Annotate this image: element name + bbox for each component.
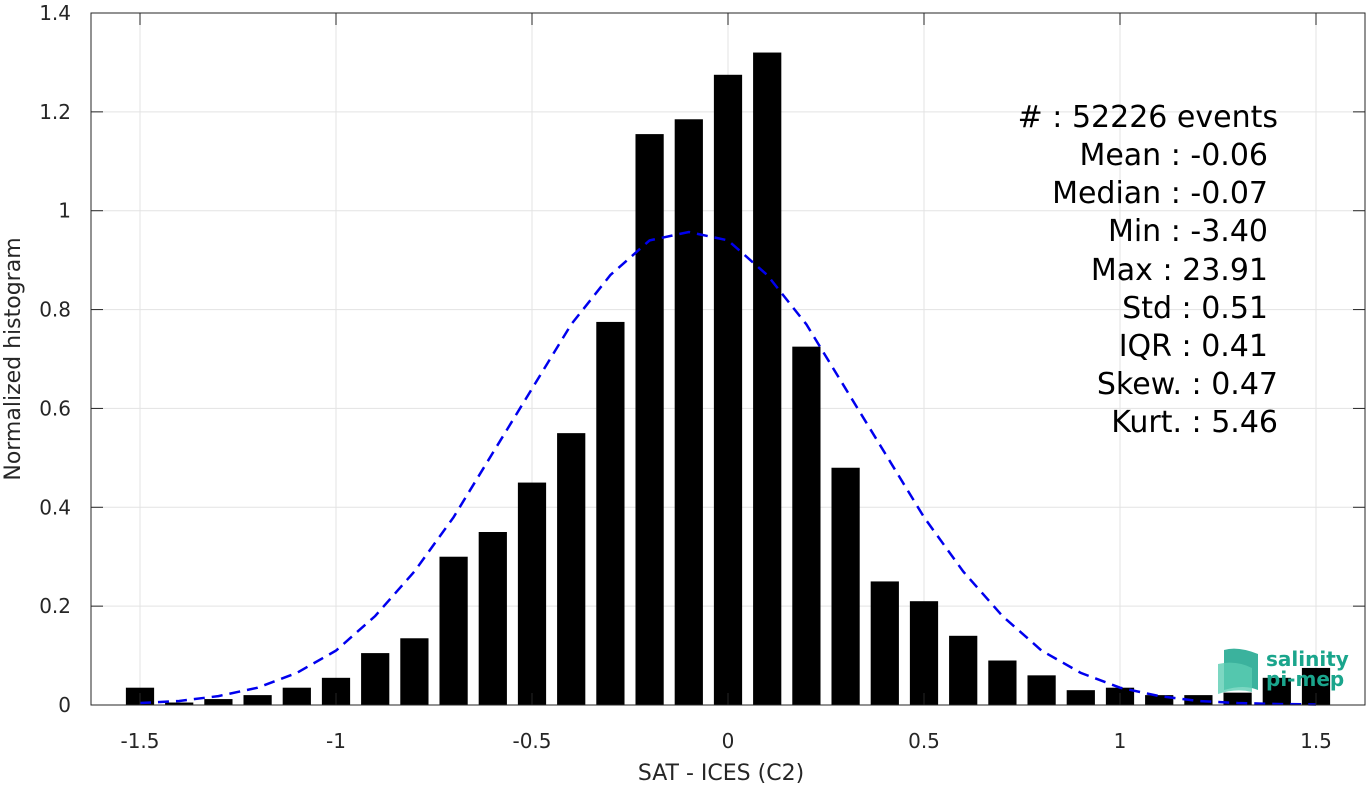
y-axis-label: Normalized histogram (1, 237, 26, 480)
y-tick-label: 0.2 (39, 594, 71, 618)
histogram-bar (204, 699, 233, 705)
logo-text-pi-mep: pi-mep (1266, 667, 1344, 691)
histogram-bar (713, 74, 743, 706)
x-tick-label: -1.5 (120, 729, 159, 753)
x-tick-label: 1.5 (1300, 729, 1332, 753)
stat-kurt: Kurt. : 5.46 (1111, 405, 1278, 440)
y-tick-label: 1 (58, 199, 71, 223)
histogram-bar (909, 601, 939, 705)
x-tick-label: 1 (1114, 729, 1127, 753)
logo-mark-icon (1218, 648, 1258, 694)
histogram-bar (439, 556, 468, 705)
stat-min: Min : -3.40 (1108, 214, 1268, 249)
histogram-bar (988, 660, 1017, 705)
histogram-bar (1145, 695, 1174, 705)
x-tick-label: -0.5 (512, 729, 551, 753)
histogram-bar (517, 482, 547, 705)
histogram-bars (125, 52, 1331, 706)
y-tick-label: 1.4 (39, 1, 71, 25)
x-tick-label: 0.5 (908, 729, 940, 753)
x-axis-label: SAT - ICES (C2) (638, 761, 804, 785)
x-tick-label: -1 (326, 729, 346, 753)
y-tick-label: 0.6 (39, 396, 71, 420)
histogram-bar (1066, 690, 1095, 705)
y-tick-label: 0.8 (39, 298, 71, 322)
stat-skew: Skew. : 0.47 (1097, 367, 1278, 402)
stat-median: Median : -0.07 (1052, 176, 1268, 211)
stat-std: Std : 0.51 (1122, 291, 1268, 326)
histogram-bar (1027, 675, 1056, 705)
histogram-bar (949, 635, 978, 705)
logo-text-salinity: salinity (1266, 647, 1349, 671)
stat-mean: Mean : -0.06 (1079, 138, 1268, 173)
histogram-bar (165, 702, 194, 705)
y-tick-label: 1.2 (39, 100, 71, 124)
histogram-bar (361, 653, 390, 705)
histogram-bar (674, 119, 703, 706)
y-tick-label: 0 (58, 693, 71, 717)
histogram-bar (478, 532, 507, 705)
x-tick-label: 0 (722, 729, 735, 753)
salinity-pi-mep-logo: salinity pi-mep (1218, 647, 1349, 694)
histogram-bar (1223, 692, 1252, 705)
statistics-annotation: # : 52226 events Mean : -0.06 Median : -… (1018, 100, 1278, 440)
histogram-bar (831, 467, 860, 705)
stat-iqr: IQR : 0.41 (1119, 329, 1268, 364)
gaussian-fit-curve (139, 230, 1317, 706)
histogram-bar (557, 433, 586, 705)
histogram-bar (635, 134, 664, 706)
axis-ticks: -1.5 -1 -0.5 0 0.5 1 1.5 0 0.2 0.4 0.6 0.8 1 1.2 1.4 (39, 1, 1365, 753)
histogram-bar (1184, 695, 1213, 705)
stat-count: # : 52226 events (1018, 100, 1278, 135)
histogram-bar (870, 581, 899, 705)
histogram-bar (1262, 677, 1291, 705)
histogram-bar (400, 638, 429, 705)
histogram-bar (753, 52, 782, 706)
histogram-bar (596, 321, 625, 705)
y-tick-label: 0.4 (39, 495, 71, 519)
histogram-bar (282, 687, 311, 705)
stat-max: Max : 23.91 (1091, 253, 1268, 288)
histogram-bar (243, 695, 272, 705)
histogram-bar (792, 346, 821, 705)
